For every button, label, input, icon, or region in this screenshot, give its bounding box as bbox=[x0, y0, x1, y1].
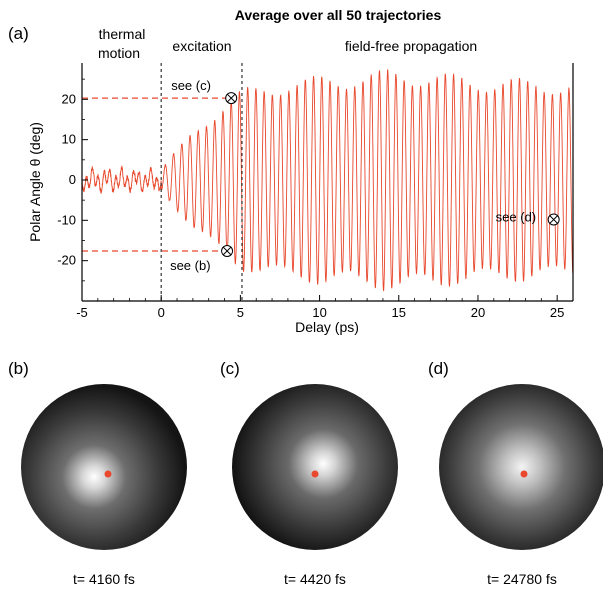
snapshot-disc-c bbox=[232, 384, 398, 550]
y-tick-label--20: -20 bbox=[57, 253, 76, 268]
x-axis-label: Delay (ps) bbox=[295, 319, 359, 335]
annotation-marker-cross-b-1 bbox=[222, 246, 232, 256]
snapshot-caption-c: t= 4420 fs bbox=[284, 571, 346, 587]
annotation-marker-cross-b-0 bbox=[227, 93, 236, 103]
snapshot-caption-d: t= 24780 fs bbox=[487, 571, 557, 587]
y-axis-label: Polar Angle θ (deg) bbox=[27, 122, 43, 242]
annotation-marker-cross-b-2 bbox=[549, 215, 558, 224]
plot-area: -5 0 5 10 15 20 25 -20 -10 0 10 20 see (c) see (b) see… bbox=[57, 63, 574, 320]
region-label-thermal-2: motion bbox=[98, 45, 140, 61]
x-tick-label-5: 5 bbox=[237, 305, 244, 320]
y-tick-label--10: -10 bbox=[57, 212, 76, 227]
region-label-propagation: field-free propagation bbox=[345, 38, 477, 54]
annotation-label-0: see (c) bbox=[171, 78, 211, 93]
panel-label-a: (a) bbox=[8, 24, 29, 43]
region-label-excitation: excitation bbox=[172, 38, 231, 54]
annotation-label-1: see (b) bbox=[170, 258, 210, 273]
panel-label-b: (b) bbox=[8, 359, 29, 378]
annotation-label-2: see (d) bbox=[496, 210, 536, 225]
x-tick-label-25: 25 bbox=[550, 305, 564, 320]
x-tick-label--5: -5 bbox=[76, 305, 88, 320]
snapshot-center-dot-c bbox=[311, 470, 319, 478]
panel-label-c: (c) bbox=[220, 359, 240, 378]
y-tick-label-0: 0 bbox=[69, 172, 76, 187]
y-tick-label-10: 10 bbox=[62, 132, 76, 147]
x-tick-label-20: 20 bbox=[471, 305, 485, 320]
snapshot-disc-b bbox=[21, 384, 187, 550]
panel-label-d: (d) bbox=[428, 359, 449, 378]
chart-title: Average over all 50 trajectories bbox=[235, 7, 442, 23]
region-label-thermal-1: thermal bbox=[99, 26, 146, 42]
x-tick-label-10: 10 bbox=[312, 305, 326, 320]
x-tick-label-0: 0 bbox=[158, 305, 165, 320]
series-line bbox=[82, 69, 573, 292]
snapshot-center-dot-b bbox=[104, 470, 112, 478]
snapshot-caption-b: t= 4160 fs bbox=[73, 571, 135, 587]
x-tick-label-15: 15 bbox=[392, 305, 406, 320]
snapshot-center-dot-d bbox=[520, 470, 528, 478]
snapshot-disc-d bbox=[439, 384, 603, 550]
y-tick-label-20: 20 bbox=[62, 91, 76, 106]
